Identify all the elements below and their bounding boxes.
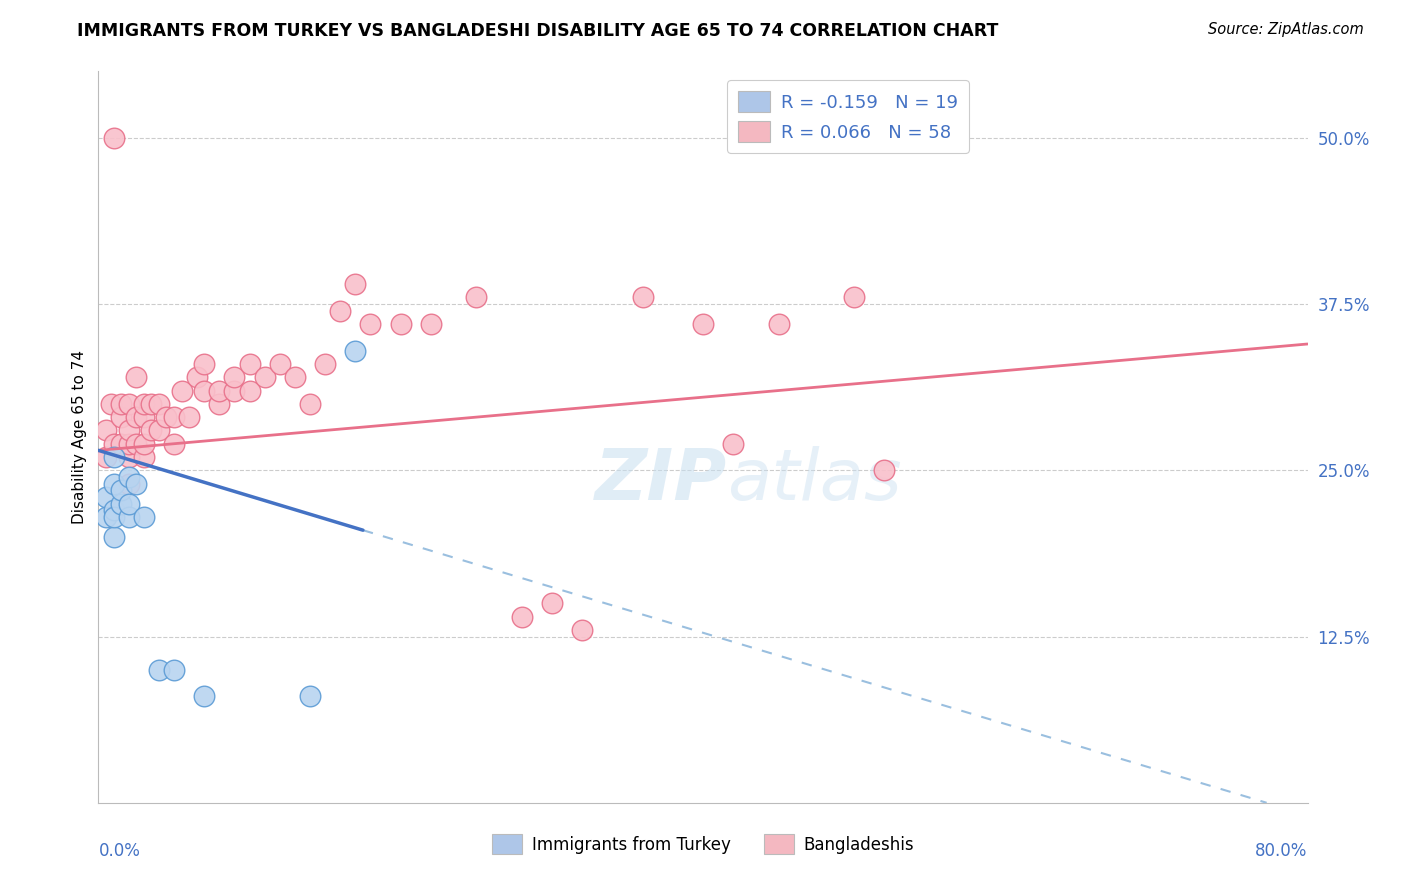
Y-axis label: Disability Age 65 to 74: Disability Age 65 to 74 bbox=[72, 350, 87, 524]
Point bbox=[148, 663, 170, 677]
Point bbox=[179, 410, 201, 425]
Text: atlas: atlas bbox=[727, 447, 901, 516]
Point bbox=[100, 397, 122, 411]
Point bbox=[110, 483, 132, 498]
Point bbox=[118, 436, 141, 450]
Point bbox=[389, 317, 412, 331]
Point bbox=[148, 424, 170, 438]
Point bbox=[692, 317, 714, 331]
Text: ZIP: ZIP bbox=[595, 447, 727, 516]
Point bbox=[103, 131, 125, 145]
Point bbox=[132, 410, 155, 425]
Point bbox=[540, 596, 562, 610]
Point bbox=[118, 497, 141, 511]
Point bbox=[631, 290, 654, 304]
Point bbox=[224, 384, 246, 398]
Point bbox=[125, 370, 148, 384]
Point bbox=[299, 690, 322, 704]
Point bbox=[299, 397, 322, 411]
Point bbox=[186, 370, 208, 384]
Text: Source: ZipAtlas.com: Source: ZipAtlas.com bbox=[1208, 22, 1364, 37]
Point bbox=[253, 370, 276, 384]
Point bbox=[239, 384, 262, 398]
Point bbox=[193, 690, 215, 704]
Point bbox=[118, 476, 141, 491]
Text: IMMIGRANTS FROM TURKEY VS BANGLADESHI DISABILITY AGE 65 TO 74 CORRELATION CHART: IMMIGRANTS FROM TURKEY VS BANGLADESHI DI… bbox=[77, 22, 998, 40]
Point bbox=[110, 397, 132, 411]
Point bbox=[125, 476, 148, 491]
Point bbox=[141, 397, 163, 411]
Point bbox=[208, 384, 231, 398]
Text: 80.0%: 80.0% bbox=[1256, 842, 1308, 860]
Point bbox=[163, 663, 186, 677]
Point bbox=[844, 290, 866, 304]
Point bbox=[103, 503, 125, 517]
Point bbox=[132, 436, 155, 450]
Point bbox=[571, 623, 593, 637]
Point bbox=[118, 424, 141, 438]
Point bbox=[132, 397, 155, 411]
Point bbox=[723, 436, 745, 450]
Point bbox=[103, 509, 125, 524]
Point bbox=[132, 450, 155, 464]
Point bbox=[239, 357, 262, 371]
Point bbox=[344, 343, 367, 358]
Point bbox=[510, 609, 533, 624]
Text: 0.0%: 0.0% bbox=[98, 842, 141, 860]
Point bbox=[163, 410, 186, 425]
Point bbox=[103, 530, 125, 544]
Point bbox=[208, 397, 231, 411]
Point bbox=[360, 317, 382, 331]
Point bbox=[118, 450, 141, 464]
Point bbox=[103, 476, 125, 491]
Point bbox=[118, 470, 141, 484]
Point bbox=[103, 436, 125, 450]
Point bbox=[163, 436, 186, 450]
Point bbox=[94, 450, 117, 464]
Point bbox=[148, 397, 170, 411]
Point bbox=[873, 463, 896, 477]
Point bbox=[193, 384, 215, 398]
Point bbox=[132, 509, 155, 524]
Point bbox=[94, 509, 117, 524]
Point bbox=[284, 370, 307, 384]
Point bbox=[118, 509, 141, 524]
Point bbox=[420, 317, 443, 331]
Point bbox=[314, 357, 336, 371]
Point bbox=[141, 424, 163, 438]
Point bbox=[269, 357, 291, 371]
Point bbox=[224, 370, 246, 384]
Point bbox=[193, 357, 215, 371]
Point bbox=[465, 290, 488, 304]
Point bbox=[170, 384, 193, 398]
Point bbox=[344, 277, 367, 292]
Point bbox=[110, 410, 132, 425]
Legend: Immigrants from Turkey, Bangladeshis: Immigrants from Turkey, Bangladeshis bbox=[485, 828, 921, 860]
Point bbox=[94, 424, 117, 438]
Point bbox=[155, 410, 177, 425]
Point bbox=[329, 303, 352, 318]
Point bbox=[125, 410, 148, 425]
Point bbox=[125, 436, 148, 450]
Point bbox=[110, 436, 132, 450]
Point bbox=[118, 397, 141, 411]
Point bbox=[94, 490, 117, 504]
Point bbox=[110, 497, 132, 511]
Point bbox=[768, 317, 790, 331]
Point bbox=[103, 450, 125, 464]
